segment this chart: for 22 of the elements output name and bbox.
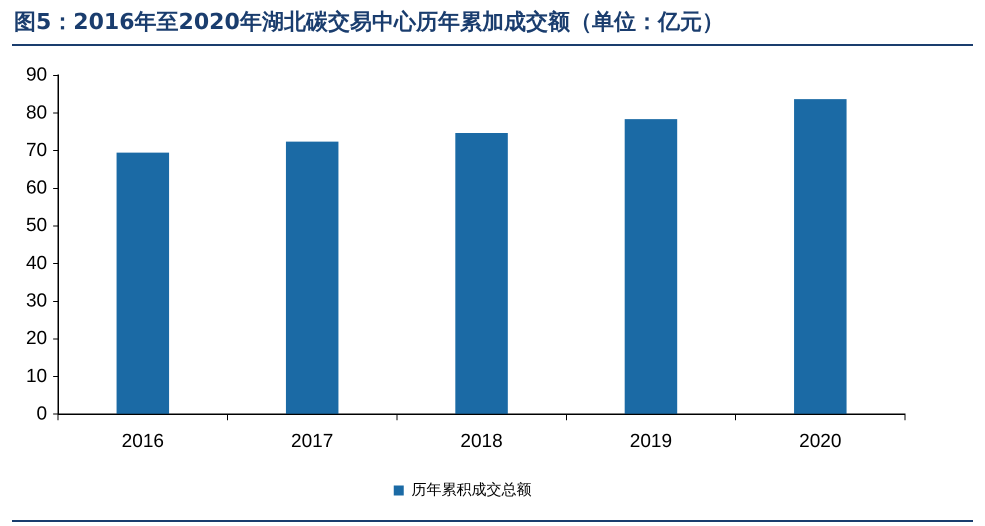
x-tick-label: 2017: [291, 430, 334, 452]
bar: [794, 99, 847, 414]
bar: [624, 119, 678, 414]
y-tick-label: 30: [26, 290, 48, 312]
chart-title: 图5：2016年至2020年湖北碳交易中心历年累加成交额（单位：亿元）: [13, 8, 725, 37]
y-tick-label: 60: [26, 178, 48, 199]
legend-label: 历年累积成交总额: [411, 482, 532, 499]
bar: [455, 132, 508, 414]
y-tick-label: 50: [26, 215, 48, 236]
y-tick-label: 0: [36, 403, 48, 424]
x-tick-label: 2016: [122, 430, 164, 452]
y-tick-label: 80: [26, 102, 48, 124]
bar: [286, 142, 338, 414]
x-tick-label: 2018: [460, 430, 503, 452]
y-tick-label: 90: [26, 64, 48, 86]
y-tick-label: 70: [26, 140, 48, 161]
y-tick-label: 40: [26, 252, 48, 274]
x-tick-label: 2019: [630, 430, 672, 452]
bar: [116, 152, 170, 414]
x-tick-label: 2020: [799, 430, 842, 452]
y-tick-label: 10: [26, 366, 48, 387]
y-tick-label: 20: [26, 328, 48, 350]
